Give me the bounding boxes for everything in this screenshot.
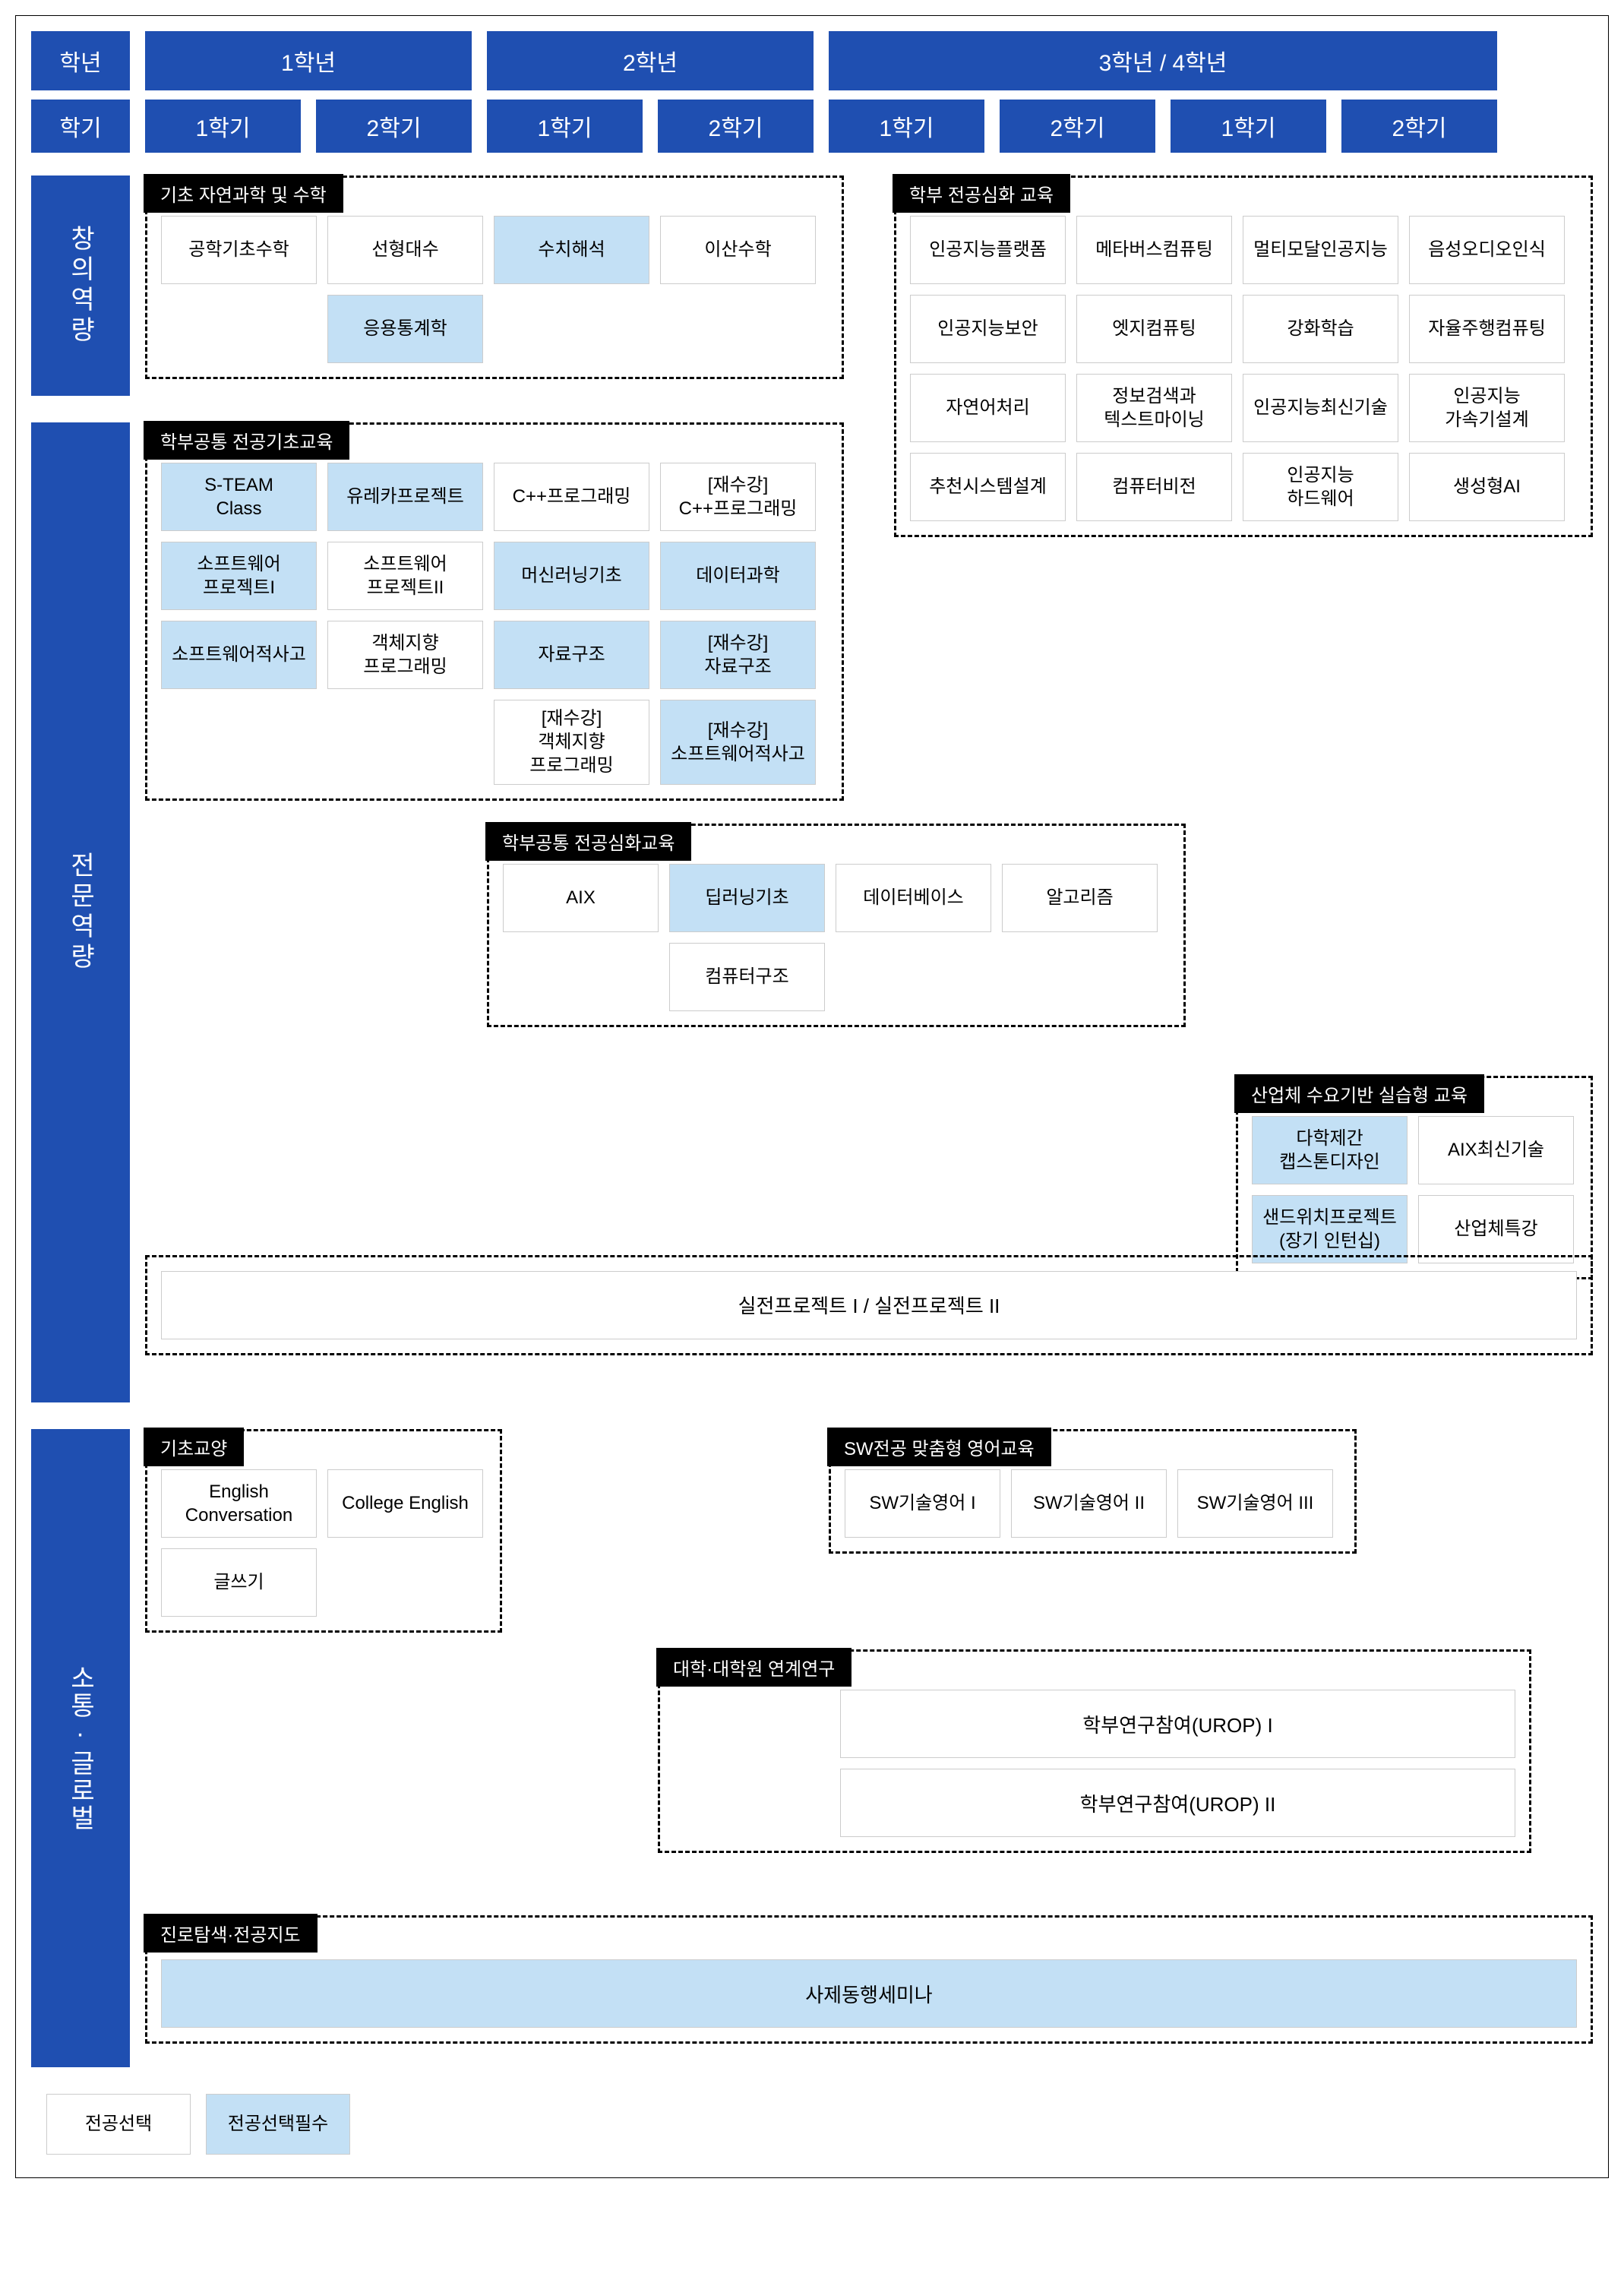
legend: 전공선택 전공선택필수 xyxy=(46,2094,1593,2155)
section-basic-science-title: 기초 자연과학 및 수학 xyxy=(144,174,343,213)
header-semesters-row: 학기 1학기 2학기 1학기 2학기 1학기 2학기 1학기 2학기 xyxy=(31,100,1593,153)
section-career-title: 진로탐색·전공지도 xyxy=(144,1914,318,1953)
course-cell: 소프트웨어적사고 xyxy=(161,621,317,689)
career-course: 사제동행세미나 xyxy=(161,1959,1577,2028)
course-cell: C++프로그래밍 xyxy=(494,463,649,531)
course-cell: [재수강]자료구조 xyxy=(660,621,816,689)
course-cell: College English xyxy=(327,1469,483,1538)
section-liberal: 기초교양 EnglishConversation College English… xyxy=(145,1429,502,1633)
year-2: 2학년 xyxy=(487,31,814,90)
course-cell: 응용통계학 xyxy=(327,295,483,363)
sem-4-2: 2학기 xyxy=(1341,100,1497,153)
course-cell: 엣지컴퓨팅 xyxy=(1076,295,1232,363)
section-common-advanced-title: 학부공통 전공심화교육 xyxy=(485,822,691,861)
sem-2-1: 1학기 xyxy=(487,100,643,153)
course-cell: 딥러닝기초 xyxy=(669,864,825,932)
course-cell: [재수강]소프트웨어적사고 xyxy=(660,700,816,785)
section-industry: 산업체 수요기반 실습형 교육 다학제간캡스톤디자인 AIX최신기술 샌드위치프… xyxy=(1236,1076,1593,1279)
course-cell: 유레카프로젝트 xyxy=(327,463,483,531)
sem-4-1: 1학기 xyxy=(1171,100,1326,153)
course-cell: 메타버스컴퓨팅 xyxy=(1076,216,1232,284)
course-cell: S-TEAMClass xyxy=(161,463,317,531)
section-industry-title: 산업체 수요기반 실습형 교육 xyxy=(1234,1074,1484,1113)
course-cell: 정보검색과텍스트마이닝 xyxy=(1076,374,1232,442)
course-cell: 학부연구참여(UROP) I xyxy=(840,1690,1515,1758)
row-global-label: 소통·글로벌 xyxy=(31,1429,130,2067)
section-research-title: 대학·대학원 연계연구 xyxy=(656,1648,851,1687)
course-cell: 공학기초수학 xyxy=(161,216,317,284)
course-cell: 생성형AI xyxy=(1409,453,1565,521)
section-common-basic-title: 학부공통 전공기초교육 xyxy=(144,421,349,460)
course-cell: 인공지능가속기설계 xyxy=(1409,374,1565,442)
course-cell: 수치해석 xyxy=(494,216,649,284)
year-34: 3학년 / 4학년 xyxy=(829,31,1497,90)
course-cell: 컴퓨터비전 xyxy=(1076,453,1232,521)
grade-label: 학년 xyxy=(31,31,130,90)
header-years-row: 학년 1학년 2학년 3학년 / 4학년 xyxy=(31,31,1593,90)
course-cell: 인공지능보안 xyxy=(910,295,1066,363)
course-cell: 음성오디오인식 xyxy=(1409,216,1565,284)
sem-3-1: 1학기 xyxy=(829,100,984,153)
course-cell: 인공지능최신기술 xyxy=(1243,374,1398,442)
course-cell: 강화학습 xyxy=(1243,295,1398,363)
section-sw-english: SW전공 맞춤형 영어교육 SW기술영어 I SW기술영어 II SW기술영어 … xyxy=(829,1429,1357,1554)
course-cell: 멀티모달인공지능 xyxy=(1243,216,1398,284)
course-cell: [재수강]C++프로그래밍 xyxy=(660,463,816,531)
legend-elective: 전공선택 xyxy=(46,2094,191,2155)
section-common-advanced: 학부공통 전공심화교육 AIX 딥러닝기초 데이터베이스 알고리즘 컴퓨터구조 xyxy=(487,824,1186,1027)
course-cell: AIX xyxy=(503,864,659,932)
legend-required: 전공선택필수 xyxy=(206,2094,350,2155)
course-cell: 자료구조 xyxy=(494,621,649,689)
course-cell: SW기술영어 II xyxy=(1011,1469,1167,1538)
course-cell: 선형대수 xyxy=(327,216,483,284)
course-cell: [재수강]객체지향프로그래밍 xyxy=(494,700,649,785)
section-liberal-title: 기초교양 xyxy=(144,1428,244,1466)
row-creative-label: 창의역량 xyxy=(31,175,130,396)
course-cell: 인공지능하드웨어 xyxy=(1243,453,1398,521)
course-cell: 인공지능플랫폼 xyxy=(910,216,1066,284)
section-basic-science: 기초 자연과학 및 수학 공학기초수학 선형대수 수치해석 이산수학 응용통계학 xyxy=(145,175,844,379)
course-cell: 알고리즘 xyxy=(1002,864,1158,932)
sem-3-2: 2학기 xyxy=(1000,100,1155,153)
course-cell: 글쓰기 xyxy=(161,1548,317,1617)
section-practical: 실전프로젝트 I / 실전프로젝트 II xyxy=(145,1255,1593,1355)
sem-2-2: 2학기 xyxy=(658,100,814,153)
course-cell: 데이터과학 xyxy=(660,542,816,610)
row-professional: 전문역량 학부 전공심화 교육 인공지능플랫폼 메타버스컴퓨팅 멀티모달인공지능… xyxy=(31,422,1593,1402)
row-global: 소통·글로벌 기초교양 EnglishConversation College … xyxy=(31,1429,1593,2067)
section-common-basic: 학부공통 전공기초교육 S-TEAMClass 유레카프로젝트 C++프로그래밍… xyxy=(145,422,844,801)
sem-1-1: 1학기 xyxy=(145,100,301,153)
section-dept-advanced-title: 학부 전공심화 교육 xyxy=(893,174,1070,213)
section-sw-english-title: SW전공 맞춤형 영어교육 xyxy=(827,1428,1051,1466)
section-career: 진로탐색·전공지도 사제동행세미나 xyxy=(145,1915,1593,2044)
year-1: 1학년 xyxy=(145,31,472,90)
course-cell: 산업체특강 xyxy=(1418,1195,1574,1263)
course-cell: 이산수학 xyxy=(660,216,816,284)
course-cell: 학부연구참여(UROP) II xyxy=(840,1769,1515,1837)
semester-label: 학기 xyxy=(31,100,130,153)
course-cell: 자연어처리 xyxy=(910,374,1066,442)
curriculum-diagram: 학년 1학년 2학년 3학년 / 4학년 학기 1학기 2학기 1학기 2학기 … xyxy=(15,15,1609,2178)
course-cell: AIX최신기술 xyxy=(1418,1116,1574,1184)
row-professional-label: 전문역량 xyxy=(31,422,130,1402)
course-cell: SW기술영어 I xyxy=(845,1469,1000,1538)
course-cell: 소프트웨어프로젝트I xyxy=(161,542,317,610)
course-cell: EnglishConversation xyxy=(161,1469,317,1538)
course-cell: 컴퓨터구조 xyxy=(669,943,825,1011)
course-cell: 추천시스템설계 xyxy=(910,453,1066,521)
section-dept-advanced: 학부 전공심화 교육 인공지능플랫폼 메타버스컴퓨팅 멀티모달인공지능 음성오디… xyxy=(894,175,1593,537)
course-cell: SW기술영어 III xyxy=(1177,1469,1333,1538)
course-cell: 객체지향프로그래밍 xyxy=(327,621,483,689)
section-research: 대학·대학원 연계연구 학부연구참여(UROP) I 학부연구참여(UROP) … xyxy=(658,1649,1531,1853)
course-cell: 머신러닝기초 xyxy=(494,542,649,610)
course-cell: 데이터베이스 xyxy=(836,864,991,932)
sem-1-2: 2학기 xyxy=(316,100,472,153)
practical-course: 실전프로젝트 I / 실전프로젝트 II xyxy=(161,1271,1577,1339)
course-cell: 자율주행컴퓨팅 xyxy=(1409,295,1565,363)
course-cell: 샌드위치프로젝트(장기 인턴십) xyxy=(1252,1195,1408,1263)
course-cell: 다학제간캡스톤디자인 xyxy=(1252,1116,1408,1184)
course-cell: 소프트웨어프로젝트II xyxy=(327,542,483,610)
